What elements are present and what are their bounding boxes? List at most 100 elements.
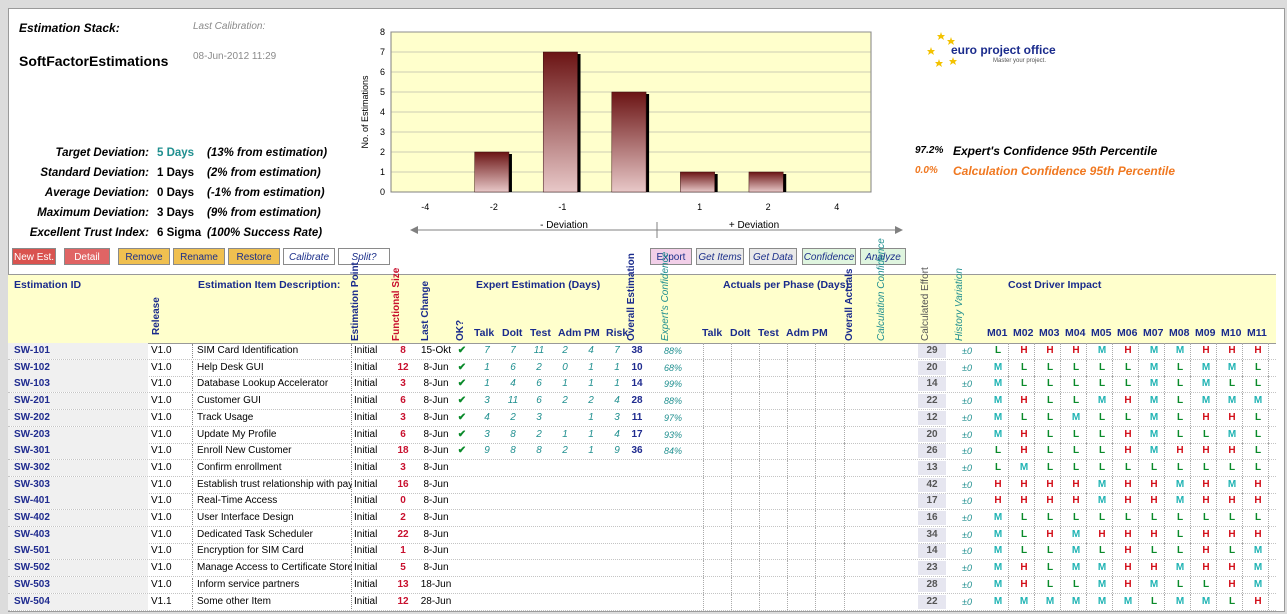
estimation-id[interactable]: SW-303 [14,478,50,490]
driver-separator [1138,443,1139,460]
cost-driver-level: M [1175,478,1185,490]
stat-row: Average Deviation: 0 Days (-1% from estima… [9,187,329,205]
table-row[interactable]: SW-403 V1.0 Dedicated Task Scheduler Initia… [8,526,1276,544]
functional-size: 6 [400,428,406,440]
functional-size: 18 [397,445,409,457]
actuals-separator [787,359,788,376]
button-new-est[interactable]: New Est. [12,248,56,265]
table-row[interactable]: SW-503 V1.0 Inform service partners Initial… [8,576,1276,594]
driver-separator [1164,409,1165,426]
calc-confidence-shading [876,526,912,543]
cost-driver-level: H [1046,345,1054,356]
last-change: 8-Jun [423,545,449,557]
table-row[interactable]: SW-201 V1.0 Customer GUI Initial 6 8-Jun ✔ 3 11 6… [8,393,1276,411]
estimation-id[interactable]: SW-504 [14,595,50,607]
button-analyze[interactable]: Analyze [860,248,906,265]
cost-driver-level: L [1228,461,1236,473]
expert-estimate: 1 [588,411,594,423]
button-confidence[interactable]: Confidence [802,248,856,265]
table-row[interactable]: SW-302 V1.0 Confirm enrollment Initial 3 8-Ju… [8,459,1276,477]
table-row[interactable]: SW-301 V1.0 Enroll New Customer Initial 18 8-… [8,443,1276,461]
driver-separator [1138,593,1139,610]
expert-estimate [476,561,498,575]
button-detail[interactable]: Detail [64,248,110,265]
actuals-separator [787,543,788,560]
driver-separator [1086,409,1087,426]
button-get-items[interactable]: Get Items [696,248,744,265]
actuals-separator [703,593,704,610]
driver-separator [1008,510,1009,526]
ok-check-icon [455,528,469,542]
estimation-id[interactable]: SW-302 [14,461,50,473]
col-last-change: Last Change [420,280,431,341]
item-description: Establish trust relationship with paymen… [192,477,352,492]
estimation-point: Initial [351,427,391,442]
cost-driver-level: H [1020,495,1028,507]
cost-driver-level: L [1098,512,1106,523]
cost-driver-level: M [1097,495,1107,507]
cost-driver-level: M [1149,361,1159,373]
driver-separator [1216,409,1217,426]
col-test: Test [530,327,551,339]
estimation-id[interactable]: SW-502 [14,562,50,574]
estimation-id[interactable]: SW-401 [14,495,50,507]
estimation-id[interactable]: SW-403 [14,528,50,540]
driver-separator [1086,526,1087,543]
driver-separator [1164,426,1165,443]
driver-separator [1060,443,1061,460]
col-release: Release [151,297,162,335]
estimation-id[interactable]: SW-202 [14,411,50,423]
expert-estimate [528,461,550,475]
estimation-id[interactable]: SW-402 [14,512,50,523]
button-split[interactable]: Split? [338,248,390,265]
driver-separator [1242,426,1243,443]
button-get-data[interactable]: Get Data [749,248,797,265]
table-row[interactable]: SW-502 V1.0 Manage Access to Certificate S… [8,560,1276,578]
item-description: Some other Item [192,594,352,609]
button-calibrate[interactable]: Calibrate [283,248,335,265]
table-row[interactable]: SW-203 V1.0 Update My Profile Initial 6 8-Jun… [8,426,1276,444]
table-row[interactable]: SW-402 V1.0 User Interface Design Initial 2 8… [8,510,1276,527]
estimation-id[interactable]: SW-101 [14,345,50,356]
history-variation: ±0 [962,412,972,423]
estimation-id[interactable]: SW-503 [14,578,50,590]
cost-driver-level: M [1071,562,1081,574]
expert-estimate [554,528,576,542]
table-row[interactable]: SW-501 V1.0 Encryption for SIM Card Initial… [8,543,1276,561]
table-row[interactable]: SW-401 V1.0 Real-Time Access Initial 0 8-Jun 1… [8,493,1276,511]
cost-driver-level: L [1202,428,1210,440]
table-row[interactable]: SW-103 V1.0 Database Lookup Accelerator Ini… [8,376,1276,394]
actuals-separator [703,426,704,443]
table-row[interactable]: SW-102 V1.0 Help Desk GUI Initial 12 8-Jun ✔ 1 6… [8,359,1276,377]
col-driver: M09 [1195,327,1216,339]
estimation-id[interactable]: SW-201 [14,395,50,407]
table-row[interactable]: SW-202 V1.0 Track Usage Initial 3 8-Jun ✔ 4 2 3 1 3… [8,409,1276,427]
table-row[interactable]: SW-101 V1.0 SIM Card Identification Initial… [8,343,1276,360]
release: V1.0 [151,361,172,373]
actuals-separator [731,593,732,610]
estimation-id[interactable]: SW-203 [14,428,50,440]
table-row[interactable]: SW-303 V1.0 Establish trust relationship w… [8,476,1276,494]
actuals-separator [815,560,816,577]
estimation-id[interactable]: SW-102 [14,361,50,373]
button-export[interactable]: Export [650,248,692,265]
table-row[interactable]: SW-504 V1.1 Some other Item Initial 12 28-Jun… [8,593,1276,611]
cost-driver-level: M [993,562,1003,574]
release: V1.0 [151,395,172,407]
overall-estimation: 28 [631,395,643,407]
cost-driver-level: L [994,345,1002,356]
button-restore[interactable]: Restore [228,248,280,265]
estimation-id[interactable]: SW-301 [14,445,50,457]
history-variation: ±0 [962,546,972,557]
cost-driver-level: L [1098,411,1106,423]
cost-driver-level: L [994,445,1002,457]
cost-driver-level: L [1020,411,1028,423]
history-variation: ±0 [962,396,972,407]
driver-separator [1086,376,1087,393]
button-remove[interactable]: Remove [118,248,170,265]
driver-separator [1268,510,1269,526]
col-functional-size: Functional Size [391,267,402,341]
estimation-id[interactable]: SW-501 [14,545,50,557]
estimation-id[interactable]: SW-103 [14,378,50,390]
button-rename[interactable]: Rename [173,248,225,265]
